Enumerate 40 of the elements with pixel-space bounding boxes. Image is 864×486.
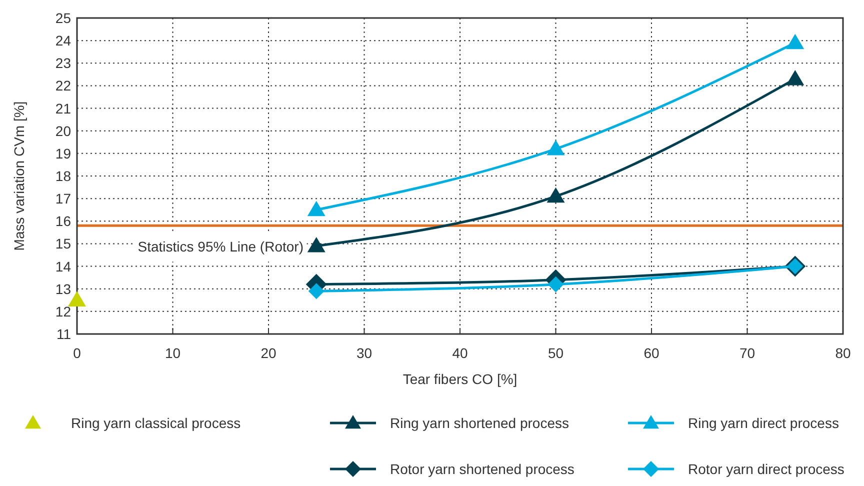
y-tick-label: 16 <box>55 213 72 230</box>
legend-label: Rotor yarn direct process <box>688 461 844 477</box>
point <box>546 187 565 203</box>
x-tick-label: 80 <box>835 345 851 361</box>
point <box>307 236 326 252</box>
point <box>307 200 326 216</box>
x-tick-label: 40 <box>452 345 468 361</box>
x-tick-label: 70 <box>739 345 756 361</box>
x-tick-label: 0 <box>73 345 82 361</box>
y-tick-label: 22 <box>55 78 72 94</box>
y-tick-label: 12 <box>55 303 72 320</box>
point <box>546 140 565 156</box>
y-tick-label: 20 <box>55 122 72 139</box>
y-tick-label: 24 <box>55 32 72 49</box>
x-tick-label: 10 <box>164 345 181 361</box>
point <box>786 70 804 86</box>
legend-label: Ring yarn shortened process <box>390 415 569 431</box>
legend-label: Ring yarn direct process <box>688 415 839 431</box>
x-tick-label: 20 <box>260 345 276 361</box>
y-tick-label: 25 <box>55 10 72 26</box>
y-tick-label: 18 <box>55 168 72 184</box>
y-tick-label: 21 <box>55 100 72 116</box>
y-tick-label: 14 <box>55 258 72 274</box>
y-tick-label: 11 <box>56 326 72 342</box>
x-tick-label: 50 <box>548 345 564 361</box>
x-tick-label: 60 <box>644 345 660 361</box>
y-tick-label: 13 <box>55 280 72 297</box>
legend-label: Rotor yarn shortened process <box>390 461 574 477</box>
ref-line-label: Statistics 95% Line (Rotor) <box>138 238 304 255</box>
legend-label: Ring yarn classical process <box>71 415 241 431</box>
y-tick-label: 19 <box>55 145 72 162</box>
y-tick-label: 17 <box>55 190 72 207</box>
y-tick-label: 23 <box>55 55 72 72</box>
point <box>548 276 564 292</box>
x-axis-title: Tear fibers CO [%] <box>402 371 518 387</box>
point <box>308 283 324 300</box>
x-tick-label: 30 <box>356 345 372 361</box>
point <box>786 34 804 50</box>
y-tick-label: 15 <box>55 236 72 252</box>
y-axis-title: Mass variation CVm [%] <box>11 101 27 251</box>
